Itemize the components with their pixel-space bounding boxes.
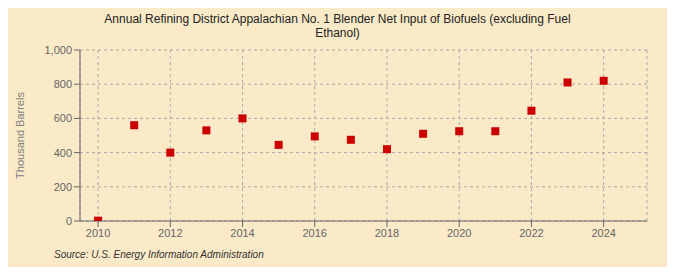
svg-text:2014: 2014: [230, 227, 254, 239]
svg-text:2016: 2016: [303, 227, 327, 239]
html-text:Source: U.S. Energy Informatio: Source: U.S. Energy Information Administ…: [54, 249, 264, 260]
svg-text:0: 0: [66, 215, 72, 227]
svg-text:2022: 2022: [519, 227, 543, 239]
html-text:Ethanol): Ethanol): [315, 26, 360, 40]
svg-text:1,000: 1,000: [44, 44, 72, 56]
svg-text:600: 600: [54, 112, 72, 124]
svg-text:800: 800: [54, 78, 72, 90]
svg-text:2012: 2012: [158, 227, 182, 239]
svg-text:2018: 2018: [375, 227, 399, 239]
svg-text:2010: 2010: [86, 227, 110, 239]
svg-text:200: 200: [54, 181, 72, 193]
html-text:Annual Refining District Appal: Annual Refining District Appalachian No.…: [104, 12, 571, 26]
svg-text:2020: 2020: [447, 227, 471, 239]
svg-text:Thousand Barrels: Thousand Barrels: [14, 92, 26, 179]
svg-text:2024: 2024: [591, 227, 615, 239]
svg-text:400: 400: [54, 147, 72, 159]
